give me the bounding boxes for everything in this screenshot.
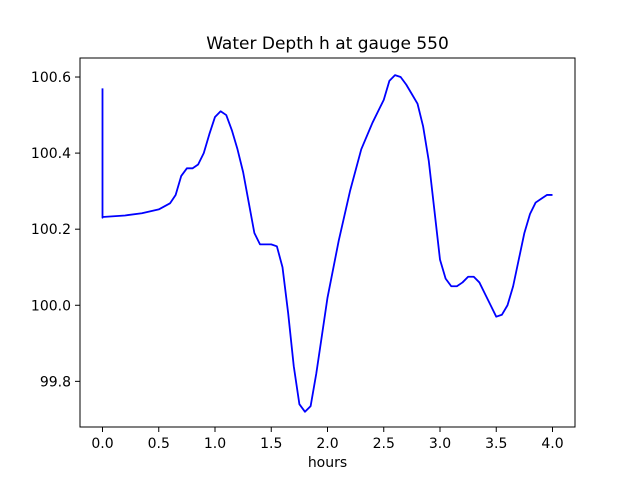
x-tick-label: 0.0: [91, 436, 113, 452]
x-axis-label: hours: [308, 455, 347, 471]
x-tick-label: 3.5: [485, 436, 507, 452]
x-tick-label: 2.5: [373, 436, 395, 452]
y-tick-label: 99.8: [40, 374, 71, 390]
series-line-1: [101, 74, 553, 413]
x-tick-label: 2.0: [316, 436, 338, 452]
x-tick-label: 4.0: [541, 436, 563, 452]
y-tick-label: 100.4: [31, 146, 71, 162]
chart-title: Water Depth h at gauge 550: [206, 34, 449, 54]
x-tick-label: 1.0: [204, 436, 226, 452]
y-tick-label: 100.0: [31, 298, 71, 314]
x-tick-label: 1.5: [260, 436, 282, 452]
axes: 0.0 0.5 1.0 1.5 2.0 2.5 3.0 3.5 4.0 99.8 100.0 100.…: [31, 57, 576, 452]
plot-area: [101, 74, 553, 413]
x-tick-label: 3.0: [429, 436, 451, 452]
plot-frame: [79, 57, 576, 428]
x-tick-label: 0.5: [148, 436, 170, 452]
y-tick-label: 100.2: [31, 222, 71, 238]
y-tick-label: 100.6: [31, 70, 71, 86]
